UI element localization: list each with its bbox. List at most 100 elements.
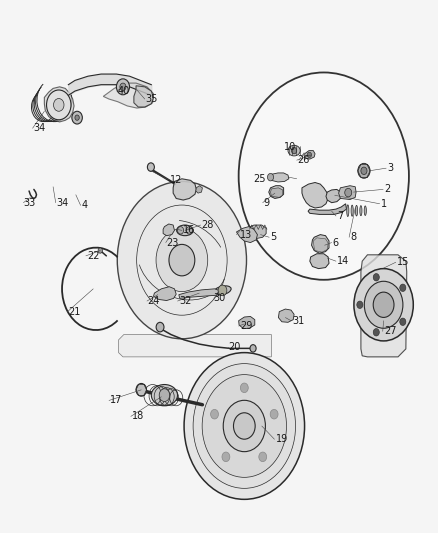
Circle shape bbox=[148, 163, 154, 171]
Text: 29: 29 bbox=[240, 321, 252, 331]
Text: 20: 20 bbox=[229, 342, 241, 352]
Circle shape bbox=[53, 99, 64, 111]
Circle shape bbox=[222, 452, 230, 462]
Ellipse shape bbox=[214, 286, 231, 295]
Circle shape bbox=[136, 383, 147, 396]
Text: 33: 33 bbox=[23, 198, 35, 208]
Circle shape bbox=[156, 322, 164, 332]
Circle shape bbox=[259, 452, 267, 462]
Text: 3: 3 bbox=[387, 163, 393, 173]
Text: 23: 23 bbox=[166, 238, 179, 247]
Polygon shape bbox=[173, 179, 196, 200]
Circle shape bbox=[354, 269, 413, 341]
Text: 14: 14 bbox=[337, 256, 349, 266]
Circle shape bbox=[120, 83, 126, 91]
Polygon shape bbox=[302, 182, 328, 208]
Circle shape bbox=[400, 318, 406, 326]
Text: 21: 21 bbox=[68, 306, 81, 317]
Polygon shape bbox=[237, 227, 258, 243]
Circle shape bbox=[239, 72, 409, 280]
Circle shape bbox=[357, 301, 363, 309]
Circle shape bbox=[364, 281, 403, 328]
Circle shape bbox=[250, 345, 256, 352]
Ellipse shape bbox=[177, 225, 193, 236]
Circle shape bbox=[307, 152, 311, 158]
Text: 16: 16 bbox=[183, 225, 195, 236]
Text: 35: 35 bbox=[146, 94, 158, 104]
Circle shape bbox=[218, 285, 227, 296]
Polygon shape bbox=[163, 224, 174, 236]
Circle shape bbox=[291, 148, 297, 154]
Circle shape bbox=[98, 248, 102, 253]
Ellipse shape bbox=[360, 206, 362, 216]
Polygon shape bbox=[239, 317, 255, 329]
Circle shape bbox=[193, 364, 296, 488]
Text: 19: 19 bbox=[276, 434, 288, 445]
Text: 28: 28 bbox=[201, 220, 214, 230]
Polygon shape bbox=[246, 225, 266, 239]
Circle shape bbox=[186, 227, 192, 234]
Text: 34: 34 bbox=[33, 123, 46, 133]
Circle shape bbox=[373, 273, 379, 281]
Text: 24: 24 bbox=[147, 296, 159, 306]
Text: 8: 8 bbox=[350, 232, 356, 243]
Ellipse shape bbox=[356, 205, 357, 216]
Ellipse shape bbox=[351, 205, 353, 216]
Polygon shape bbox=[361, 255, 407, 357]
Circle shape bbox=[358, 164, 370, 178]
Text: 34: 34 bbox=[57, 198, 69, 208]
Text: 32: 32 bbox=[179, 296, 191, 306]
Text: 13: 13 bbox=[240, 230, 252, 240]
Text: 27: 27 bbox=[384, 326, 396, 336]
Polygon shape bbox=[271, 188, 283, 197]
Circle shape bbox=[211, 409, 219, 419]
Text: 6: 6 bbox=[332, 238, 339, 247]
Circle shape bbox=[177, 227, 184, 234]
Circle shape bbox=[373, 292, 394, 318]
Circle shape bbox=[117, 79, 130, 95]
Text: 7: 7 bbox=[337, 211, 343, 221]
Ellipse shape bbox=[288, 146, 300, 156]
Circle shape bbox=[270, 409, 278, 419]
Polygon shape bbox=[179, 289, 219, 298]
Text: 22: 22 bbox=[87, 251, 99, 261]
Ellipse shape bbox=[364, 206, 366, 215]
Text: 25: 25 bbox=[253, 174, 265, 184]
Ellipse shape bbox=[347, 205, 349, 216]
Circle shape bbox=[373, 328, 379, 336]
Text: 9: 9 bbox=[264, 198, 270, 208]
Circle shape bbox=[156, 229, 208, 292]
Polygon shape bbox=[44, 87, 74, 122]
Polygon shape bbox=[308, 204, 346, 214]
Text: 18: 18 bbox=[132, 411, 144, 422]
Circle shape bbox=[361, 167, 367, 174]
Polygon shape bbox=[196, 185, 202, 193]
Polygon shape bbox=[313, 238, 328, 252]
Text: 12: 12 bbox=[170, 175, 183, 185]
Circle shape bbox=[159, 389, 170, 401]
Text: 15: 15 bbox=[397, 257, 410, 267]
Circle shape bbox=[345, 188, 352, 197]
Ellipse shape bbox=[151, 384, 177, 406]
Polygon shape bbox=[279, 309, 294, 322]
Circle shape bbox=[202, 375, 286, 478]
Polygon shape bbox=[119, 335, 272, 357]
Circle shape bbox=[223, 400, 265, 451]
Polygon shape bbox=[271, 173, 289, 182]
Text: 2: 2 bbox=[384, 184, 390, 195]
Circle shape bbox=[72, 111, 82, 124]
Text: 40: 40 bbox=[118, 86, 130, 96]
Text: 1: 1 bbox=[381, 199, 387, 209]
Text: 26: 26 bbox=[297, 155, 310, 165]
Circle shape bbox=[240, 383, 248, 393]
Polygon shape bbox=[269, 185, 284, 198]
Polygon shape bbox=[311, 235, 329, 253]
Text: 17: 17 bbox=[110, 395, 122, 406]
Polygon shape bbox=[134, 86, 153, 107]
Circle shape bbox=[169, 245, 195, 276]
Circle shape bbox=[75, 115, 79, 120]
Text: 30: 30 bbox=[214, 293, 226, 303]
Circle shape bbox=[268, 173, 274, 181]
Polygon shape bbox=[310, 254, 329, 269]
Polygon shape bbox=[304, 151, 315, 159]
